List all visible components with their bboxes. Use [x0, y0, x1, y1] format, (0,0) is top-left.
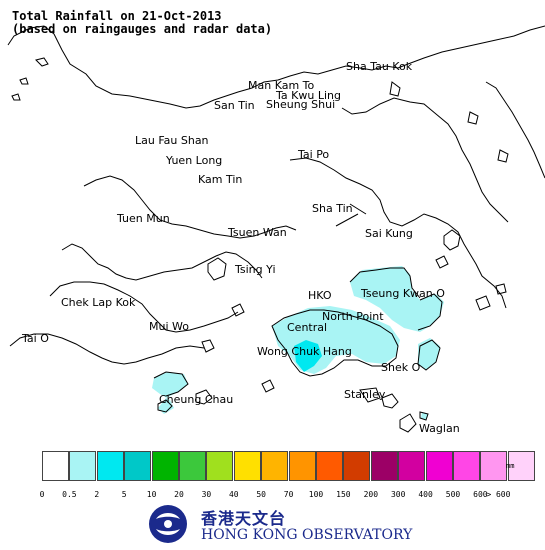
- place-sai-kung: Sai Kung: [365, 227, 413, 240]
- legend-tick-label: 0: [39, 490, 45, 499]
- legend-tick-label: 150: [336, 490, 351, 499]
- legend-bin: [507, 451, 535, 481]
- hko-logo-icon: [149, 505, 187, 543]
- place-hko: HKO: [308, 289, 332, 302]
- legend-tick-label: 0.5: [62, 490, 77, 499]
- place-sha-tin: Sha Tin: [312, 202, 353, 215]
- place-waglan: Waglan: [419, 422, 460, 435]
- map-subtitle: (based on raingauges and radar data): [12, 22, 273, 36]
- legend-bin: [69, 451, 97, 481]
- legend-bin: [316, 451, 343, 481]
- place-tai-po: Tai Po: [298, 148, 330, 161]
- rain-area-tseung-kwan-o: [350, 266, 444, 332]
- legend-bin: [343, 451, 371, 481]
- place-cheung-chau: Cheung Chau: [159, 393, 234, 406]
- legend-bin: [42, 451, 69, 481]
- rainfall-map: Total Rainfall on 21-Oct-2013 (based on …: [7, 9, 545, 435]
- legend-bin: [96, 451, 124, 481]
- legend-bin: [370, 451, 398, 481]
- rain-area-cheung-chau: [152, 372, 188, 414]
- place-tai-o: Tai O: [22, 332, 49, 345]
- legend-bin: [124, 451, 152, 481]
- legend-tick-label: 600: [473, 490, 488, 499]
- legend-bin: [480, 451, 508, 481]
- hko-brand: 香港天文台 HONG KONG OBSERVATORY: [147, 503, 412, 547]
- place-tseung-kwan-o: Tseung Kwan O: [361, 287, 445, 300]
- place-central: Central: [287, 321, 328, 334]
- map-canvas: [7, 25, 545, 433]
- legend-tick-label: 100: [308, 490, 324, 499]
- place-stanley: Stanley: [344, 388, 386, 401]
- place-lau-fau-shan: Lau Fau Shan: [135, 134, 209, 147]
- legend-tick-label: 300: [390, 490, 406, 499]
- legend-bin: [425, 451, 453, 481]
- rainfall-legend: 0 0.5 2 5 10 20 30 40 50 70 100 150 200 300 400 500 600 >…: [0, 448, 545, 508]
- legend-tick-label: 2: [94, 490, 100, 499]
- place-kam-tin: Kam Tin: [198, 173, 243, 186]
- place-san-tin: San Tin: [214, 99, 255, 112]
- map-title: Total Rainfall on 21-Oct-2013: [12, 9, 222, 23]
- place-wong-chuk-hang: Wong Chuk Hang: [257, 345, 352, 358]
- place-sha-tau-kok: Sha Tau Kok: [346, 60, 413, 73]
- place-tuen-mun: Tuen Mun: [117, 212, 170, 225]
- legend-bin: [206, 451, 234, 481]
- legend-tick-label: 40: [228, 490, 239, 499]
- legend-bin: [179, 451, 206, 481]
- legend-bin: [151, 451, 179, 481]
- legend-bin: [233, 451, 261, 481]
- place-north-point: North Point: [322, 310, 384, 323]
- legend-tick-label: 400: [418, 490, 433, 499]
- legend-tick-label: 50: [256, 490, 267, 499]
- legend-tick-label: 200: [363, 490, 379, 499]
- place-yuen-long: Yuen Long: [166, 154, 223, 167]
- legend-unit: mm: [506, 462, 515, 470]
- legend-bin: [453, 451, 480, 481]
- hko-english-name: HONG KONG OBSERVATORY: [201, 527, 413, 543]
- place-chek-lap-kok: Chek Lap Kok: [61, 296, 136, 309]
- legend-bin: [288, 451, 316, 481]
- legend-tick-label: 30: [201, 490, 212, 499]
- place-sheung-shui: Sheung Shui: [266, 98, 336, 111]
- place-ta-kwu-ling: Ta Kwu Ling: [276, 89, 341, 102]
- legend-tick-label: 500: [445, 490, 461, 499]
- rain-area-shek-o: [418, 338, 440, 370]
- legend-tick-label: 70: [283, 490, 294, 499]
- place-mui-wo: Mui Wo: [149, 320, 189, 333]
- place-tsuen-wan: Tsuen Wan: [228, 226, 287, 239]
- rain-area-wong-chuk-hang: [294, 340, 322, 372]
- legend-tick-label: > 600: [486, 490, 511, 499]
- place-shek-o: Shek O: [381, 361, 421, 374]
- hko-chinese-name: 香港天文台: [201, 509, 287, 528]
- legend-tick-label: 10: [146, 490, 157, 499]
- place-man-kam-to: Man Kam To: [248, 79, 315, 92]
- legend-tick-label: 20: [174, 490, 184, 499]
- coastlines: [7, 25, 545, 433]
- legend-bin: [261, 451, 289, 481]
- place-tsing-yi: Tsing Yi: [235, 263, 276, 276]
- legend-bin: [398, 451, 426, 481]
- legend-tick-label: 5: [121, 490, 127, 499]
